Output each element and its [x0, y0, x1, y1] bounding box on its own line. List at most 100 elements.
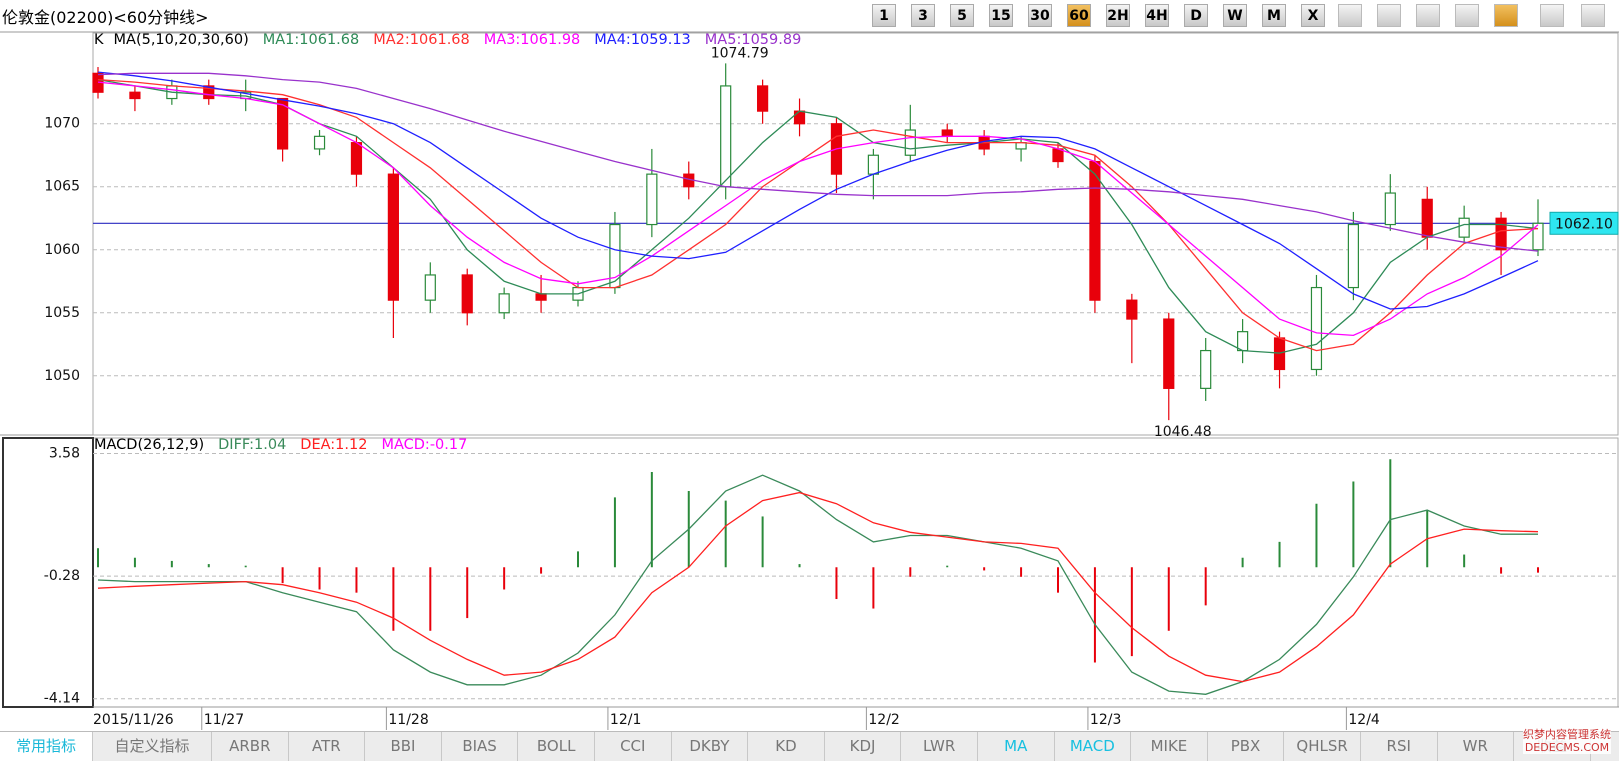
ma-line: [97, 71, 1539, 310]
candle-body: [1384, 192, 1396, 226]
legend-entry: MA4:1059.13: [594, 32, 691, 48]
indicator-tab[interactable]: QHLSR: [1284, 732, 1361, 761]
x-tick-label: 12/4: [1348, 712, 1380, 728]
candle-body: [1015, 142, 1027, 150]
candle-body: [1532, 222, 1544, 251]
x-tick-label: 12/1: [610, 712, 641, 728]
y-tick-label: 1050: [44, 368, 80, 384]
period-button[interactable]: 2H: [1106, 4, 1130, 27]
macd-frame: [92, 437, 1619, 708]
period-button[interactable]: D: [1184, 4, 1208, 27]
period-button[interactable]: 15: [989, 4, 1013, 27]
period-button[interactable]: 30: [1028, 4, 1052, 27]
icon-button[interactable]: [1494, 4, 1518, 27]
period-button[interactable]: 60: [1067, 4, 1091, 27]
candle-body: [1421, 198, 1433, 238]
indicator-tab[interactable]: MIKE: [1131, 732, 1208, 761]
macd-axis-box: [2, 437, 94, 708]
candle-body: [1200, 349, 1212, 389]
indicator-tab[interactable]: RSI: [1361, 732, 1438, 761]
y-tick-label: -4.14: [44, 691, 80, 707]
candle-body: [498, 293, 510, 314]
candle-body: [1458, 217, 1470, 238]
extreme-label: 1074.79: [711, 45, 769, 61]
ma-line: [97, 81, 1539, 337]
candle-body: [1310, 286, 1323, 371]
indicator-tab[interactable]: ATR: [289, 732, 366, 761]
ma-line: [97, 78, 1539, 352]
legend-entry: MA1:1061.68: [262, 32, 360, 48]
candle-body: [277, 97, 289, 150]
indicator-tab[interactable]: 常用指标: [0, 732, 93, 761]
indicator-tab[interactable]: ARBR: [212, 732, 289, 761]
candle-body: [313, 135, 326, 150]
x-tick-label: 11/27: [204, 712, 244, 728]
x-tick-label: 2015/11/26: [93, 712, 174, 728]
watermark-line: DEDECMS.COM: [1524, 741, 1610, 754]
candle-body: [867, 154, 879, 175]
icon-button[interactable]: [1338, 4, 1362, 27]
y-tick-label: 3.58: [49, 446, 80, 462]
candle-body: [1089, 160, 1101, 301]
legend-subtitle: MA(5,10,20,30,60): [113, 32, 249, 48]
window-title: 伦敦金(02200)<60分钟线>: [2, 8, 209, 27]
macd-line: [97, 474, 1538, 695]
icon-button[interactable]: [1455, 4, 1479, 27]
legend-entry: MA5:1059.89: [704, 32, 802, 48]
indicator-tab[interactable]: DKBY: [672, 732, 749, 761]
candle-body: [904, 129, 916, 156]
period-button[interactable]: M: [1262, 4, 1286, 27]
period-button[interactable]: X: [1301, 4, 1325, 27]
indicator-tab[interactable]: PBX: [1208, 732, 1285, 761]
indicator-tab[interactable]: KDJ: [825, 732, 902, 761]
period-button[interactable]: 5: [950, 4, 974, 27]
x-tick-label: 12/3: [1090, 712, 1121, 728]
x-tick-label: 11/28: [388, 712, 428, 728]
candle-body: [720, 85, 732, 188]
last-price-label: 1062.10: [1555, 216, 1613, 232]
indicator-tabs: 常用指标 自定义指标 ARBR ATR BBI BIAS BOLL CCI DKBY KD KDJ L…: [0, 731, 1619, 761]
period-button[interactable]: 4H: [1145, 4, 1169, 27]
period-bar: 1 3 5 15 30 60 2H 4H D W M X: [872, 4, 1325, 27]
indicator-tab[interactable]: CCI: [595, 732, 672, 761]
icon-button[interactable]: [1377, 4, 1401, 27]
indicator-tab[interactable]: 自定义指标: [93, 732, 212, 761]
price-legend: K MA(5,10,20,30,60) MA1:1061.68 MA2:1061.…: [94, 32, 801, 48]
ma-line: [97, 72, 1539, 252]
y-tick-label: 1060: [44, 242, 80, 258]
candle-body: [1163, 318, 1175, 389]
legend-entry: MA2:1061.68: [373, 32, 470, 48]
price-frame: [92, 32, 1619, 436]
x-tick-label: 12/2: [868, 712, 899, 728]
indicator-tab[interactable]: LWR: [901, 732, 978, 761]
indicator-tab[interactable]: MA: [978, 732, 1055, 761]
legend-entry: MA3:1061.98: [483, 32, 581, 48]
period-button[interactable]: 1: [872, 4, 896, 27]
legend-title: K: [94, 32, 104, 48]
legend-entry: DIFF:1.04: [218, 437, 287, 453]
icon-button[interactable]: [1416, 4, 1440, 27]
candle-body: [387, 173, 399, 301]
candle-body: [793, 110, 806, 125]
watermark: 织梦内容管理系统 DEDECMS.COM: [1523, 728, 1611, 754]
watermark-line: 织梦内容管理系统: [1523, 728, 1611, 741]
period-button[interactable]: W: [1223, 4, 1247, 27]
candle-body: [1126, 299, 1138, 320]
y-tick-label: 1070: [44, 116, 80, 132]
indicator-tab[interactable]: MACD: [1055, 732, 1132, 761]
indicator-tab[interactable]: BBI: [365, 732, 442, 761]
indicator-tab[interactable]: KD: [748, 732, 825, 761]
y-tick-label: 1055: [44, 305, 80, 321]
indicator-tab[interactable]: WR: [1438, 732, 1515, 761]
icon-button[interactable]: [1540, 4, 1564, 27]
candle-body: [203, 85, 215, 100]
candle-body: [535, 293, 547, 301]
legend-entry: MACD:-0.17: [381, 437, 468, 453]
indicator-tab[interactable]: BIAS: [442, 732, 519, 761]
period-button[interactable]: 3: [911, 4, 935, 27]
candle-body: [350, 142, 363, 175]
icon-button[interactable]: [1581, 4, 1605, 27]
indicator-tab[interactable]: BOLL: [518, 732, 595, 761]
ma-line: [97, 78, 1539, 354]
